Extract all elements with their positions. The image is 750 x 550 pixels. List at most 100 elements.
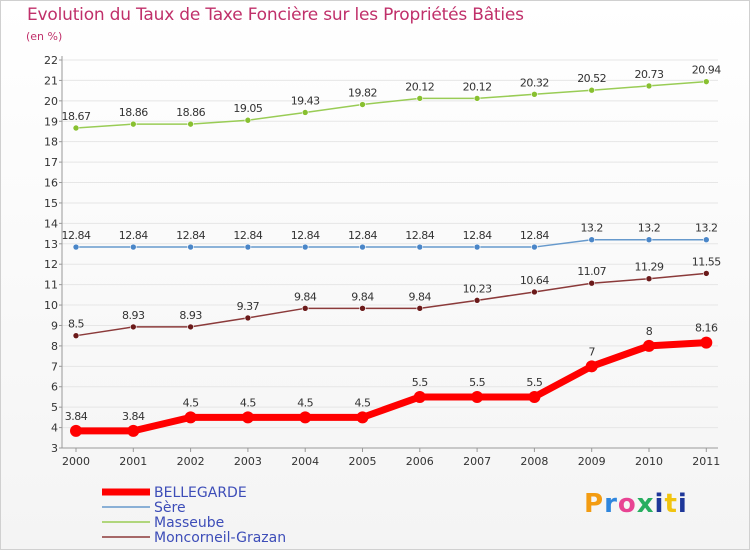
data-point: [471, 390, 484, 403]
data-label: 4.5: [297, 396, 313, 409]
data-label: 8.93: [179, 309, 202, 322]
x-tick-label: 2007: [463, 455, 491, 468]
data-label: 11.55: [692, 255, 721, 268]
data-point: [473, 297, 481, 304]
data-label: 18.86: [176, 106, 205, 119]
data-point: [359, 101, 366, 108]
data-point: [700, 336, 713, 349]
data-label: 3.84: [122, 410, 145, 423]
data-point: [416, 243, 424, 251]
data-point: [702, 270, 710, 277]
x-tick-label: 2005: [349, 455, 377, 468]
data-label: 4.5: [240, 396, 256, 409]
data-point: [588, 279, 596, 287]
data-label: 13.2: [638, 222, 661, 235]
y-tick-label: 21: [44, 74, 58, 87]
data-label: 7: [588, 345, 595, 358]
data-label: 10.23: [463, 282, 492, 295]
data-point: [130, 120, 137, 128]
data-point: [473, 243, 481, 251]
data-point: [645, 236, 653, 244]
data-point: [72, 124, 80, 132]
data-point: [643, 339, 655, 352]
legend-label: BELLEGARDE: [154, 485, 247, 501]
proxiti-logo: Proxiti: [584, 489, 688, 519]
data-point: [244, 314, 252, 322]
data-label: 12.84: [463, 229, 492, 242]
y-tick-label: 5: [51, 401, 58, 414]
y-tick-label: 7: [51, 360, 58, 373]
data-label: 19.05: [233, 102, 262, 115]
data-label: 12.84: [520, 229, 549, 242]
data-point: [531, 243, 538, 251]
data-point: [299, 411, 312, 424]
data-label: 12.84: [62, 229, 91, 242]
y-tick-label: 3: [51, 442, 58, 455]
data-label: 18.86: [119, 106, 148, 119]
data-label: 18.67: [62, 110, 91, 123]
data-label: 12.84: [119, 229, 148, 242]
data-label: 5.5: [412, 376, 428, 389]
x-tick-label: 2003: [234, 455, 262, 468]
data-point: [130, 243, 137, 251]
data-point: [187, 243, 194, 251]
y-tick-label: 4: [51, 422, 58, 435]
series-line-bellegarde: [76, 339, 707, 435]
data-label: 3.84: [65, 410, 88, 423]
data-label: 20.32: [520, 76, 549, 89]
data-point: [531, 288, 538, 296]
x-tick-label: 2001: [119, 455, 147, 468]
data-label: 12.84: [405, 229, 434, 242]
x-tick-label: 2004: [291, 455, 319, 468]
data-point: [359, 243, 366, 251]
data-label: 13.2: [695, 222, 718, 235]
data-label: 12.84: [233, 229, 262, 242]
data-label: 9.37: [237, 300, 260, 313]
data-label: 9.84: [351, 290, 374, 303]
data-label: 19.43: [291, 94, 320, 107]
series-line-sère: [76, 238, 707, 248]
y-tick-label: 14: [44, 217, 58, 230]
data-point: [588, 236, 596, 244]
data-point: [72, 332, 80, 339]
data-label: 9.84: [409, 290, 432, 303]
x-tick-label: 2006: [406, 455, 434, 468]
data-label: 9.84: [294, 290, 317, 303]
x-tick-label: 2011: [692, 455, 720, 468]
x-tick-label: 2002: [177, 455, 205, 468]
data-point: [416, 305, 424, 312]
data-point: [127, 424, 140, 437]
data-label: 4.5: [183, 396, 199, 409]
y-tick-label: 15: [44, 197, 58, 210]
data-point: [301, 109, 309, 116]
y-tick-label: 17: [44, 156, 58, 169]
data-label: 20.73: [635, 68, 664, 81]
data-label: 20.12: [463, 80, 492, 93]
legend-label: Masseube: [154, 515, 224, 531]
x-tick-label: 2008: [520, 455, 548, 468]
data-label: 8.93: [122, 309, 145, 322]
data-point: [702, 236, 710, 244]
data-point: [473, 95, 481, 102]
legend-label: Sère: [154, 500, 186, 516]
data-label: 12.84: [348, 229, 377, 242]
data-point: [187, 120, 194, 128]
chart-title: Evolution du Taux de Taxe Foncière sur l…: [27, 5, 524, 25]
data-label: 11.29: [635, 261, 664, 274]
y-tick-label: 9: [51, 319, 58, 332]
data-point: [645, 82, 653, 90]
data-point: [531, 91, 538, 98]
series-line-moncorneil-grazan: [75, 272, 707, 337]
y-tick-label: 6: [51, 381, 58, 394]
data-point: [130, 323, 137, 331]
data-label: 12.84: [176, 229, 205, 242]
x-tick-label: 2010: [635, 455, 663, 468]
y-tick-label: 18: [44, 136, 58, 149]
data-point: [585, 360, 598, 373]
data-label: 11.07: [577, 265, 606, 278]
data-point: [241, 411, 254, 424]
data-point: [72, 243, 80, 251]
data-point: [413, 390, 426, 403]
data-label: 12.84: [291, 229, 320, 242]
